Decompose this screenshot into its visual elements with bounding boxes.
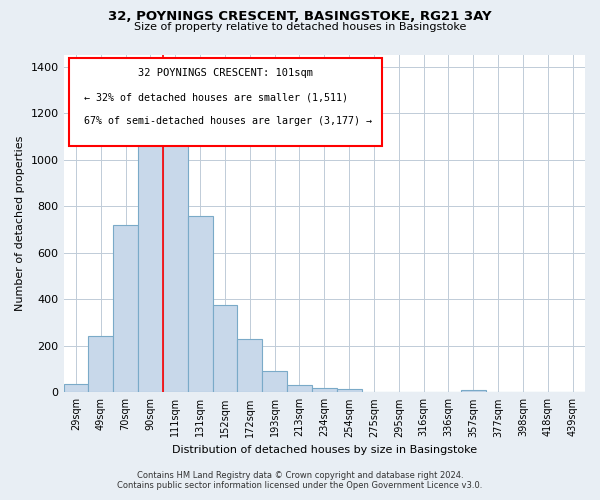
Bar <box>287 386 312 392</box>
Text: 32 POYNINGS CRESCENT: 101sqm: 32 POYNINGS CRESCENT: 101sqm <box>137 68 313 78</box>
Text: ← 32% of detached houses are smaller (1,511): ← 32% of detached houses are smaller (1,… <box>85 92 349 102</box>
Bar <box>461 390 485 392</box>
Bar <box>138 134 163 392</box>
Text: Contains HM Land Registry data © Crown copyright and database right 2024.
Contai: Contains HM Land Registry data © Crown c… <box>118 470 482 490</box>
Text: Size of property relative to detached houses in Basingstoke: Size of property relative to detached ho… <box>134 22 466 32</box>
Bar <box>238 339 262 392</box>
Y-axis label: Number of detached properties: Number of detached properties <box>15 136 25 312</box>
Bar <box>163 132 188 392</box>
Bar <box>64 384 88 392</box>
Bar <box>312 388 337 392</box>
Text: 67% of semi-detached houses are larger (3,177) →: 67% of semi-detached houses are larger (… <box>85 116 373 126</box>
Bar <box>337 389 362 392</box>
FancyBboxPatch shape <box>69 58 382 146</box>
Bar <box>88 336 113 392</box>
Bar <box>188 216 212 392</box>
Text: 32, POYNINGS CRESCENT, BASINGSTOKE, RG21 3AY: 32, POYNINGS CRESCENT, BASINGSTOKE, RG21… <box>108 10 492 23</box>
Bar <box>113 225 138 392</box>
X-axis label: Distribution of detached houses by size in Basingstoke: Distribution of detached houses by size … <box>172 445 477 455</box>
Bar <box>212 305 238 392</box>
Bar <box>262 372 287 392</box>
